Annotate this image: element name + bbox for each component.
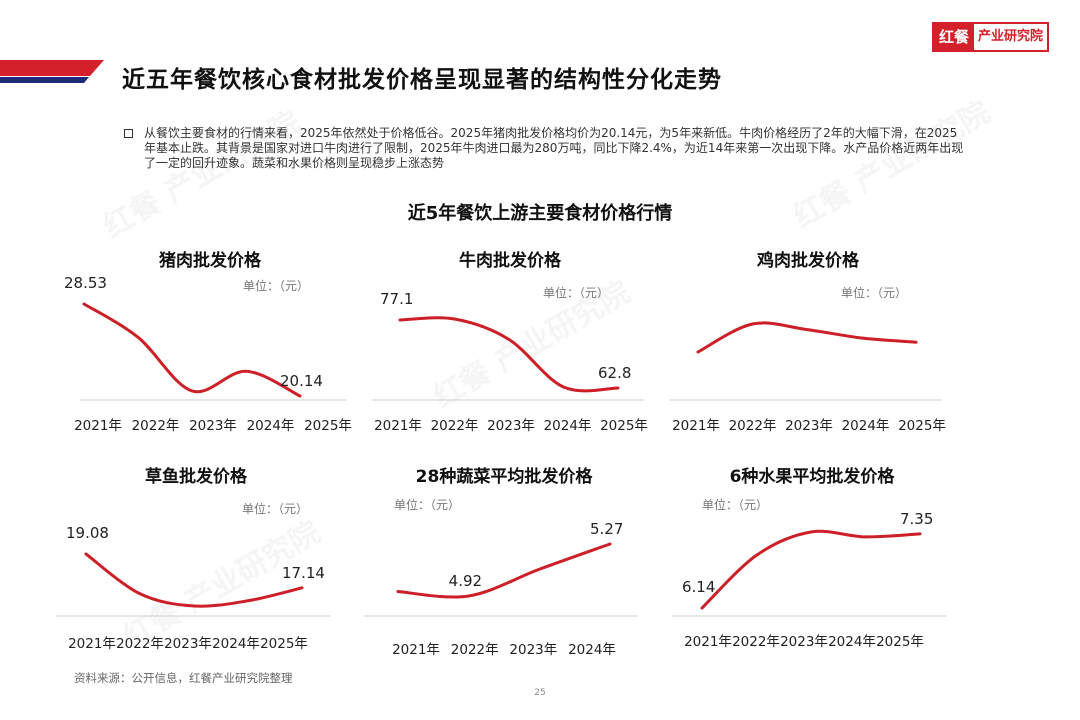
unit-label: 单位：（元） <box>543 286 610 300</box>
title-accent-band <box>0 60 104 83</box>
page-title: 近五年餐饮核心食材批发价格呈现显著的结构性分化走势 <box>122 67 722 93</box>
line-plot <box>672 529 946 617</box>
data-label: 20.14 <box>280 372 323 390</box>
x-tick-label: 2022年 <box>732 634 780 650</box>
x-tick-label: 2022年 <box>131 418 180 434</box>
summary-paragraph: 从餐饮主要食材的行情来看，2025年依然处于价格低谷。2025年猪肉批发价格均价… <box>122 126 967 171</box>
data-label: 7.35 <box>900 509 934 528</box>
x-tick-label: 2021年 <box>392 642 440 658</box>
chart-subtitle: 鸡肉批发价格 <box>757 251 859 271</box>
data-label: 28.53 <box>64 274 107 292</box>
x-tick-label: 2025年 <box>304 418 352 434</box>
chart-grass-carp: 草鱼批发价格 单位：（元） 19.08 17.14 2021年 2022年 2023年 202… <box>46 462 346 672</box>
unit-label: 单位：（元） <box>702 498 769 512</box>
series-line <box>700 529 922 610</box>
chart-subtitle: 6种水果平均批发价格 <box>729 467 895 487</box>
chart-subtitle: 猪肉批发价格 <box>159 251 261 271</box>
x-tick-label: 2025年 <box>600 418 648 434</box>
line-plot <box>56 552 330 617</box>
unit-label: 单位：（元） <box>841 286 908 300</box>
x-tick-label: 2023年 <box>785 418 833 434</box>
x-tick-label: 2024年 <box>212 636 260 652</box>
x-tick-label: 2025年 <box>898 418 946 434</box>
chart-vegetables: 28种蔬菜平均批发价格单位：（元） 4.92 5.27 2021年 2022年 2023年… <box>354 462 654 672</box>
source-note: 资料来源：公开信息，红餐产业研究院整理 <box>74 671 293 685</box>
brand-logo: 红餐 产业研究院 <box>932 22 1050 52</box>
data-label: 77.1 <box>380 289 414 308</box>
chart-subtitle: 28种蔬菜平均批发价格 <box>415 467 593 487</box>
chart-subtitle: 牛肉批发价格 <box>459 251 561 271</box>
x-tick-label: 2024年 <box>828 634 876 650</box>
x-tick-label: 2022年 <box>116 636 164 652</box>
x-tick-label: 2022年 <box>430 418 479 434</box>
summary-text: 从餐饮主要食材的行情来看，2025年依然处于价格低谷。2025年猪肉批发价格均价… <box>144 126 964 170</box>
x-tick-label: 2023年 <box>189 418 237 434</box>
data-label: 17.14 <box>282 563 325 582</box>
x-tick-label: 2023年 <box>164 636 212 652</box>
chart-title: 近5年餐饮上游主要食材价格行情 <box>407 203 673 224</box>
series-line <box>696 321 918 354</box>
data-label: 62.8 <box>598 364 632 382</box>
x-tick-label: 2023年 <box>487 418 535 434</box>
chart-fruits: 6种水果平均批发价格 单位：（元） 6.14 7.35 2021年 2022年 2023年 2… <box>662 462 962 672</box>
chart-subtitle: 草鱼批发价格 <box>145 467 247 487</box>
x-tick-label: 2022年 <box>728 418 777 434</box>
chart-beef: 牛肉批发价格单位：（元） 77.1 62.8 2021年 2022年 2023年 2024年… <box>360 246 660 456</box>
x-tick-label: 2024年 <box>568 642 616 658</box>
chart-pork: 猪肉批发价格单位：（元） 28.53 20.14 2021年 2022年 2023年 202… <box>60 246 360 456</box>
x-tick-label: 2024年 <box>543 418 592 434</box>
x-tick-label: 2022年 <box>450 642 499 658</box>
unit-label: 单位：（元） <box>243 279 310 293</box>
bullet-square-icon <box>124 129 133 138</box>
x-tick-label: 2025年 <box>260 636 308 652</box>
x-tick-label: 2021年 <box>68 636 116 652</box>
x-tick-label: 2025年 <box>876 634 924 650</box>
page-number: 25 <box>534 688 546 698</box>
logo-mark: 红餐 <box>934 24 975 50</box>
line-plot <box>364 542 638 617</box>
unit-label: 单位：（元） <box>242 502 309 516</box>
x-tick-label: 2023年 <box>780 634 828 650</box>
series-line <box>84 552 304 608</box>
band-blue <box>0 77 89 83</box>
unit-label: 单位：（元） <box>394 498 461 512</box>
x-tick-label: 2021年 <box>672 418 720 434</box>
data-label: 4.92 <box>448 572 483 590</box>
series-line <box>398 316 620 393</box>
x-tick-label: 2021年 <box>684 634 732 650</box>
line-plot <box>670 321 942 401</box>
x-tick-label: 2021年 <box>74 418 122 434</box>
line-plot <box>372 316 644 401</box>
data-label: 6.14 <box>682 578 716 596</box>
x-tick-label: 2024年 <box>841 418 890 434</box>
band-red <box>0 60 104 76</box>
x-tick-label: 2021年 <box>374 418 422 434</box>
data-label: 5.27 <box>590 520 624 538</box>
series-line <box>82 302 302 398</box>
series-line <box>396 542 612 599</box>
data-label: 19.08 <box>66 524 109 542</box>
line-plot <box>80 302 346 401</box>
x-tick-label: 2024年 <box>246 418 295 434</box>
x-tick-label: 2023年 <box>509 642 558 658</box>
logo-text: 产业研究院 <box>974 24 1048 50</box>
chart-chicken: 鸡肉批发价格单位：（元） 2021年 2022年 2023年 2024年 2025年 <box>658 246 958 456</box>
